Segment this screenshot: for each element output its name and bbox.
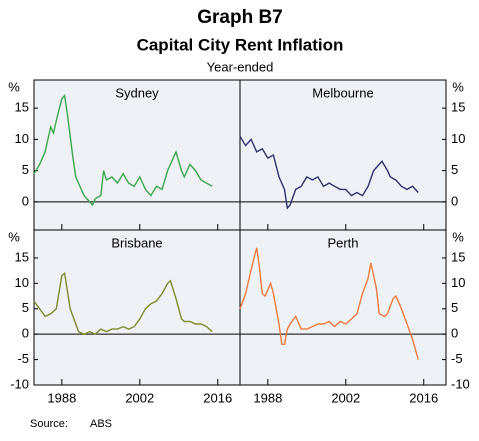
source-label: Source: <box>30 418 68 430</box>
chart-note: Year-ended <box>207 59 274 74</box>
panel-title: Brisbane <box>111 235 162 250</box>
chart-subtitle: Capital City Rent Inflation <box>137 35 344 54</box>
y-tick-label: 15 <box>15 100 29 115</box>
panel-title: Melbourne <box>312 85 373 100</box>
plot-area <box>33 229 241 386</box>
plot-area <box>239 229 447 386</box>
x-tick-label: 1988 <box>47 390 76 405</box>
y-tick-label: 5 <box>22 162 29 177</box>
y-unit: % <box>452 79 464 94</box>
panel-title: Sydney <box>115 85 159 100</box>
y-unit: % <box>8 79 20 94</box>
data-line <box>33 94 213 207</box>
y-tick-label: 15 <box>451 100 465 115</box>
x-tick-label: 1988 <box>253 390 282 405</box>
plot-area <box>239 79 447 231</box>
y-tick-label: 15 <box>451 249 465 264</box>
x-tick-label: 2002 <box>331 390 360 405</box>
y-tick-label: 10 <box>451 131 465 146</box>
y-tick-label: -5 <box>17 351 29 366</box>
y-unit: % <box>8 229 20 244</box>
y-tick-label: 5 <box>451 162 458 177</box>
y-tick-label: 0 <box>451 193 458 208</box>
y-tick-label: 0 <box>22 326 29 341</box>
y-tick-label: -10 <box>451 376 470 391</box>
y-tick-label: -5 <box>451 351 463 366</box>
y-tick-label: 10 <box>15 131 29 146</box>
y-tick-label: -10 <box>10 376 29 391</box>
chart-title: Graph B7 <box>197 7 283 28</box>
data-line <box>239 247 419 360</box>
y-tick-label: 10 <box>451 275 465 290</box>
x-tick-label: 2016 <box>409 390 438 405</box>
plot-area <box>33 79 241 231</box>
data-line <box>239 135 419 210</box>
data-line <box>33 271 213 336</box>
x-tick-label: 2002 <box>125 390 154 405</box>
source: ABS <box>90 418 112 430</box>
y-tick-label: 0 <box>451 326 458 341</box>
y-tick-label: 15 <box>15 249 29 264</box>
y-tick-label: 0 <box>22 193 29 208</box>
y-unit: % <box>452 229 464 244</box>
panel-title: Perth <box>327 235 358 250</box>
y-tick-label: 5 <box>451 300 458 315</box>
y-tick-label: 10 <box>15 275 29 290</box>
x-tick-label: 2016 <box>203 390 232 405</box>
y-tick-label: 5 <box>22 300 29 315</box>
